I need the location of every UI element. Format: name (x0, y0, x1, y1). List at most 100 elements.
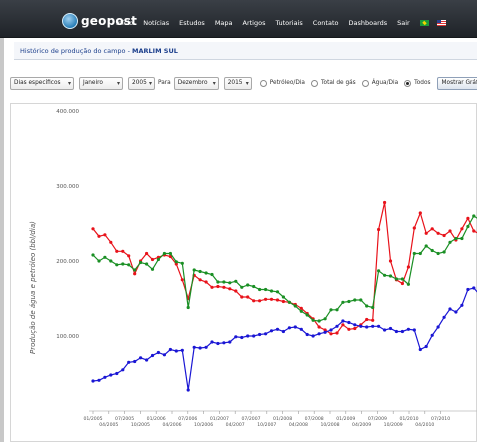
nav-link-estudos[interactable]: Estudos (179, 19, 205, 27)
x-tick-label: 07/2007 (241, 416, 260, 422)
data-point (121, 368, 125, 372)
data-point (133, 359, 137, 364)
data-point (287, 326, 291, 330)
data-point (264, 332, 268, 336)
nav-link-tutoriais[interactable]: Tutoriais (275, 19, 303, 27)
data-point (240, 295, 244, 299)
data-point (204, 271, 208, 275)
data-point (127, 254, 131, 258)
y-tick-label: 400.000 (56, 109, 79, 115)
x-tick-label: 10/2005 (131, 422, 150, 428)
data-point (299, 327, 303, 331)
nav-link-inicio[interactable]: Início (116, 19, 134, 27)
data-point (139, 356, 143, 360)
data-point (246, 283, 250, 287)
data-point (115, 249, 119, 253)
data-point (311, 318, 315, 322)
brazil-flag-icon[interactable] (419, 19, 429, 26)
data-point (388, 259, 393, 263)
data-point (258, 299, 262, 303)
x-tick-label: 07/2010 (431, 416, 450, 422)
globe-icon (62, 13, 78, 29)
data-point (156, 257, 160, 262)
data-point (97, 378, 101, 382)
data-point (400, 277, 404, 281)
x-tick-label: 04/2009 (352, 422, 371, 428)
data-point (180, 348, 184, 352)
data-point (264, 297, 268, 301)
data-point (406, 265, 410, 269)
mode-select[interactable]: Dias específicos (10, 76, 74, 90)
data-point (115, 263, 119, 267)
production-chart: 400.000 300.000 200.000 100.000 01/2005 07/20… (56, 109, 477, 428)
data-point (210, 285, 214, 289)
data-point (436, 231, 440, 235)
data-point (359, 324, 363, 328)
x-tick-label: 04/2008 (289, 422, 308, 428)
nav-link-contato[interactable]: Contato (312, 19, 339, 27)
data-point (377, 324, 381, 328)
nav-link-sair[interactable]: Sair (397, 19, 410, 27)
data-point (341, 323, 345, 327)
radio-water-label: Água/Dia (371, 80, 399, 86)
data-point (394, 277, 398, 281)
data-point (460, 303, 464, 307)
data-point (323, 317, 327, 321)
x-tick-label: 01/2008 (273, 416, 292, 422)
data-point (234, 335, 238, 339)
radio-gas[interactable] (310, 79, 318, 87)
data-point (466, 287, 470, 292)
x-tick-label: 01/2010 (399, 416, 418, 422)
end-month-select[interactable]: Dezembro (173, 76, 219, 90)
radio-water[interactable] (361, 79, 369, 87)
start-month-select[interactable]: Janeiro (79, 76, 123, 90)
x-tick-label: 10/2006 (194, 422, 213, 428)
nav-link-artigos[interactable]: Artigos (242, 19, 266, 27)
data-point (222, 285, 226, 289)
data-point (418, 347, 422, 352)
nav-link-mapa[interactable]: Mapa (214, 19, 233, 27)
data-point (103, 233, 107, 237)
field-name: MARLIM SUL (132, 47, 178, 55)
data-point (186, 305, 190, 310)
end-year-select[interactable]: 2015 (223, 76, 252, 90)
data-point (198, 269, 202, 274)
data-point (293, 304, 297, 308)
data-point (460, 236, 464, 241)
data-point (299, 306, 303, 310)
radio-gas-label: Total de gás (320, 80, 356, 86)
data-point (424, 231, 428, 235)
series-line-1 (92, 215, 477, 322)
page-content: Histórico de produção do campo - MARLIM … (4, 38, 477, 442)
start-year-select[interactable]: 2005 (128, 76, 155, 90)
x-tick-label: 07/2009 (368, 416, 387, 422)
logo[interactable]: geopost (62, 13, 137, 29)
data-point (240, 285, 244, 289)
data-point (430, 333, 434, 337)
data-point (430, 227, 434, 231)
data-point (127, 263, 131, 267)
data-point (394, 329, 398, 334)
uk-flag-icon[interactable] (436, 19, 446, 26)
data-point (103, 255, 107, 259)
data-point (150, 267, 155, 271)
data-point (162, 353, 166, 357)
data-point (472, 229, 476, 233)
data-point (234, 279, 238, 283)
radio-all[interactable] (404, 79, 412, 87)
data-point (97, 259, 101, 263)
show-chart-button[interactable]: Mostrar Gráfico (436, 76, 477, 90)
data-point (448, 240, 452, 244)
nav-link-noticias[interactable]: Notícias (143, 19, 170, 27)
radio-oil[interactable] (259, 79, 267, 87)
y-tick-label: 100.000 (56, 334, 79, 340)
data-point (418, 211, 422, 215)
data-point (347, 320, 351, 325)
logo-text: geopost (81, 14, 138, 28)
data-point (406, 282, 410, 286)
data-point (115, 371, 119, 376)
x-tick-label: 10/2009 (384, 422, 403, 428)
data-point (323, 330, 327, 334)
data-point (139, 260, 143, 265)
nav-link-dashboards[interactable]: Dashboards (348, 19, 388, 27)
